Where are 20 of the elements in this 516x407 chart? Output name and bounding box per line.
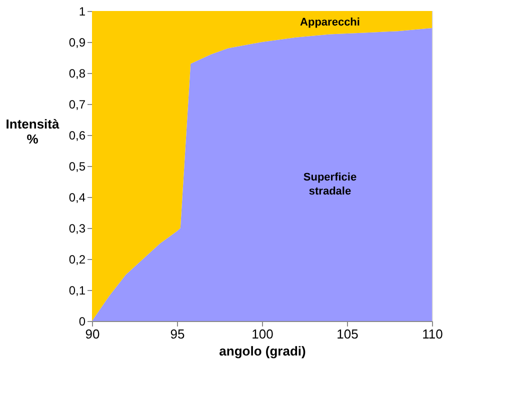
x-tick-label: 105 — [336, 326, 358, 342]
y-tick-label: 0 — [78, 314, 86, 328]
y-tick-label: 0,5 — [68, 160, 86, 174]
x-tick-label: 100 — [252, 326, 274, 342]
y-tick-label: 0,6 — [68, 128, 86, 142]
y-tick-label: 0,7 — [68, 98, 86, 112]
y-tick-label: 0,8 — [68, 66, 86, 80]
series-label: Superficie stradale — [303, 172, 357, 198]
y-tick-label: 0,9 — [68, 36, 86, 50]
x-tick-label: 110 — [422, 326, 443, 342]
y-axis-title: Intensità % — [6, 116, 60, 146]
y-tick-label: 0,1 — [68, 284, 86, 298]
series-label: Apparecchi — [300, 16, 360, 29]
x-axis-title: angolo (gradi) — [219, 344, 306, 358]
y-tick-label: 0,3 — [68, 222, 86, 236]
y-tick-label: 1 — [78, 4, 86, 18]
x-tick-label: 90 — [85, 326, 100, 342]
y-tick-label: 0,4 — [68, 190, 86, 204]
x-tick-label: 95 — [170, 326, 185, 342]
y-tick-label: 0,2 — [68, 252, 86, 266]
